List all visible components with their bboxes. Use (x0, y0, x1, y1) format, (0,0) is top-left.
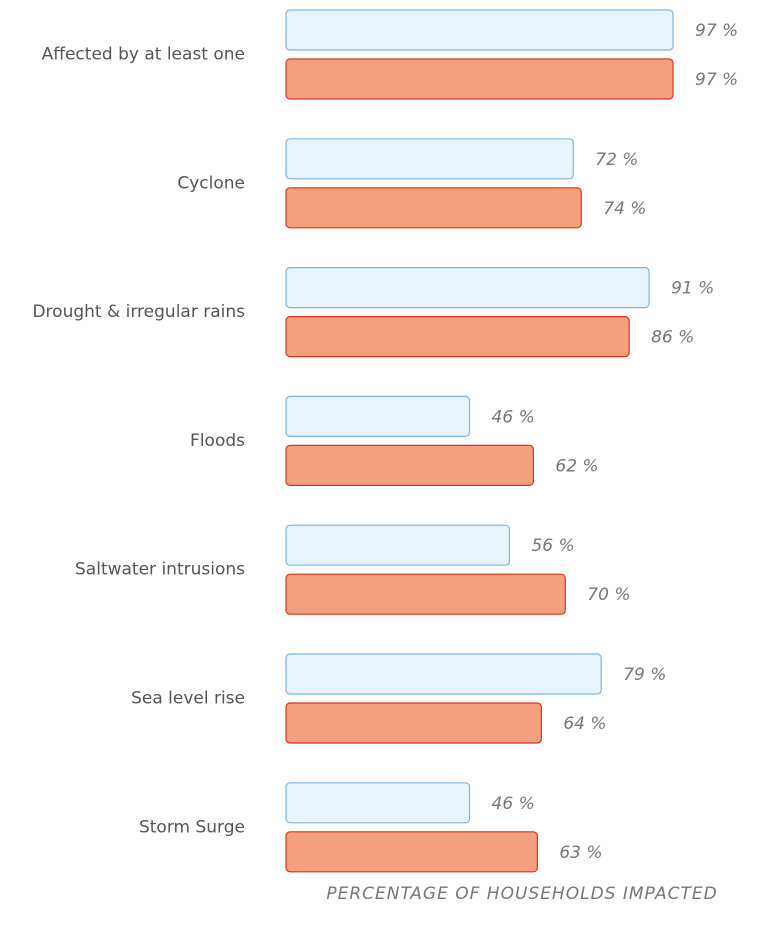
bar (285, 267, 650, 309)
bar (285, 573, 566, 615)
value-label: 74 % (603, 199, 646, 219)
value-label: 63 % (559, 843, 602, 863)
category-label: Affected by at least one (42, 45, 245, 65)
category-label: Cyclone (177, 173, 245, 193)
category-label: Floods (190, 431, 245, 451)
value-label: 62 % (555, 456, 598, 476)
bar (285, 702, 542, 744)
value-label: 79 % (623, 665, 666, 685)
value-label: 46 % (492, 407, 535, 427)
bar (285, 444, 534, 486)
value-label: 56 % (531, 536, 574, 556)
value-label: 72 % (595, 150, 638, 170)
value-label: 46 % (492, 794, 535, 814)
bar (285, 187, 582, 229)
category-label: Storm Surge (139, 817, 245, 837)
bar (285, 831, 538, 873)
value-label: 97 % (695, 70, 738, 90)
value-label: 70 % (587, 585, 630, 605)
bar (285, 524, 511, 566)
value-label: 64 % (563, 714, 606, 734)
category-label: Saltwater intrusions (75, 560, 245, 580)
category-label: Drought & irregular rains (32, 302, 245, 322)
bar (285, 9, 674, 51)
value-label: 97 % (695, 21, 738, 41)
x-axis-label: PERCENTAGE OF HOUSEHOLDS IMPACTED (326, 884, 717, 904)
bar (285, 782, 471, 824)
value-label: 86 % (651, 328, 694, 348)
bar (285, 138, 574, 180)
bar (285, 395, 471, 437)
category-label: Sea level rise (131, 689, 245, 709)
value-label: 91 % (671, 279, 714, 299)
bar (285, 316, 630, 358)
bar (285, 653, 602, 695)
bar (285, 58, 674, 100)
